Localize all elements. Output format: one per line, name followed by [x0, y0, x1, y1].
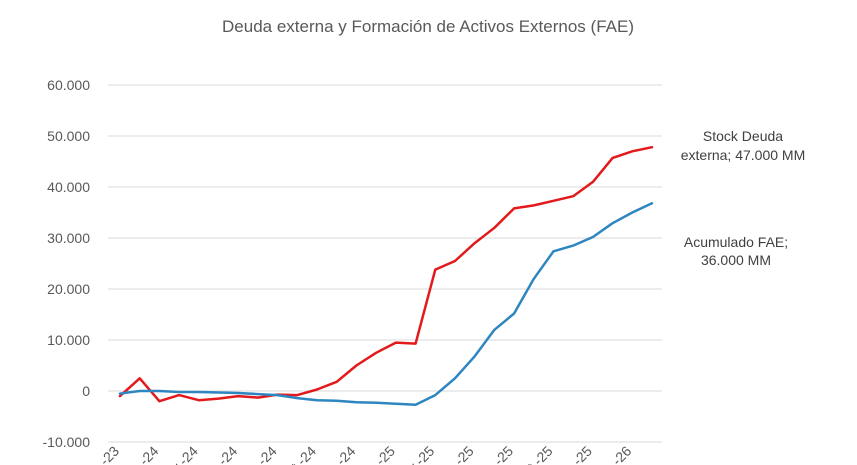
- x-tick-label: feb.-26: [592, 443, 634, 465]
- x-tick-label: dic.-24: [318, 443, 359, 465]
- y-tick-label: 0: [82, 383, 90, 399]
- series-line-stock-deuda: [118, 145, 654, 403]
- x-tick-label: abr.-24: [159, 443, 201, 465]
- y-tick-label: 20.000: [47, 281, 90, 297]
- x-tick-label: feb.-25: [356, 443, 398, 465]
- x-tick-label: ago.-24: [235, 443, 280, 465]
- annotation-fae-line-2: 36.000 MM: [701, 252, 771, 268]
- y-tick-label: 40.000: [47, 179, 90, 195]
- x-tick-label: feb.-24: [119, 443, 161, 465]
- y-axis-tick-labels: -10.000 0 10.000 20.000 30.000 40.000 50.000 60…: [43, 77, 91, 450]
- x-tick-label: abr.-25: [395, 443, 437, 465]
- annotation-deuda-line-2: externa; 47.000 MM: [681, 147, 806, 163]
- x-tick-label: dic.-25: [554, 443, 595, 465]
- y-tick-label: -10.000: [43, 434, 91, 450]
- chart-title: Deuda externa y Formación de Activos Ext…: [222, 17, 634, 36]
- y-tick-label: 60.000: [47, 77, 90, 93]
- y-tick-label: 10.000: [47, 332, 90, 348]
- x-tick-label: ago.-25: [471, 443, 516, 465]
- series-lines: [118, 145, 654, 407]
- x-axis-tick-labels: dic.-23feb.-24abr.-24jun.-24ago.-24oct.-…: [81, 443, 634, 465]
- x-tick-label: jun.-25: [434, 443, 476, 465]
- x-tick-label: oct.-25: [514, 443, 556, 465]
- series-line-acumulado-fae: [118, 202, 654, 407]
- annotation-deuda-line-1: Stock Deuda: [703, 128, 783, 144]
- y-tick-label: 30.000: [47, 230, 90, 246]
- x-tick-label: jun.-24: [198, 443, 240, 465]
- x-tick-label: oct.-24: [278, 443, 320, 465]
- y-tick-label: 50.000: [47, 128, 90, 144]
- gridlines: [108, 84, 662, 443]
- annotation-fae-line-1: Acumulado FAE;: [684, 234, 788, 250]
